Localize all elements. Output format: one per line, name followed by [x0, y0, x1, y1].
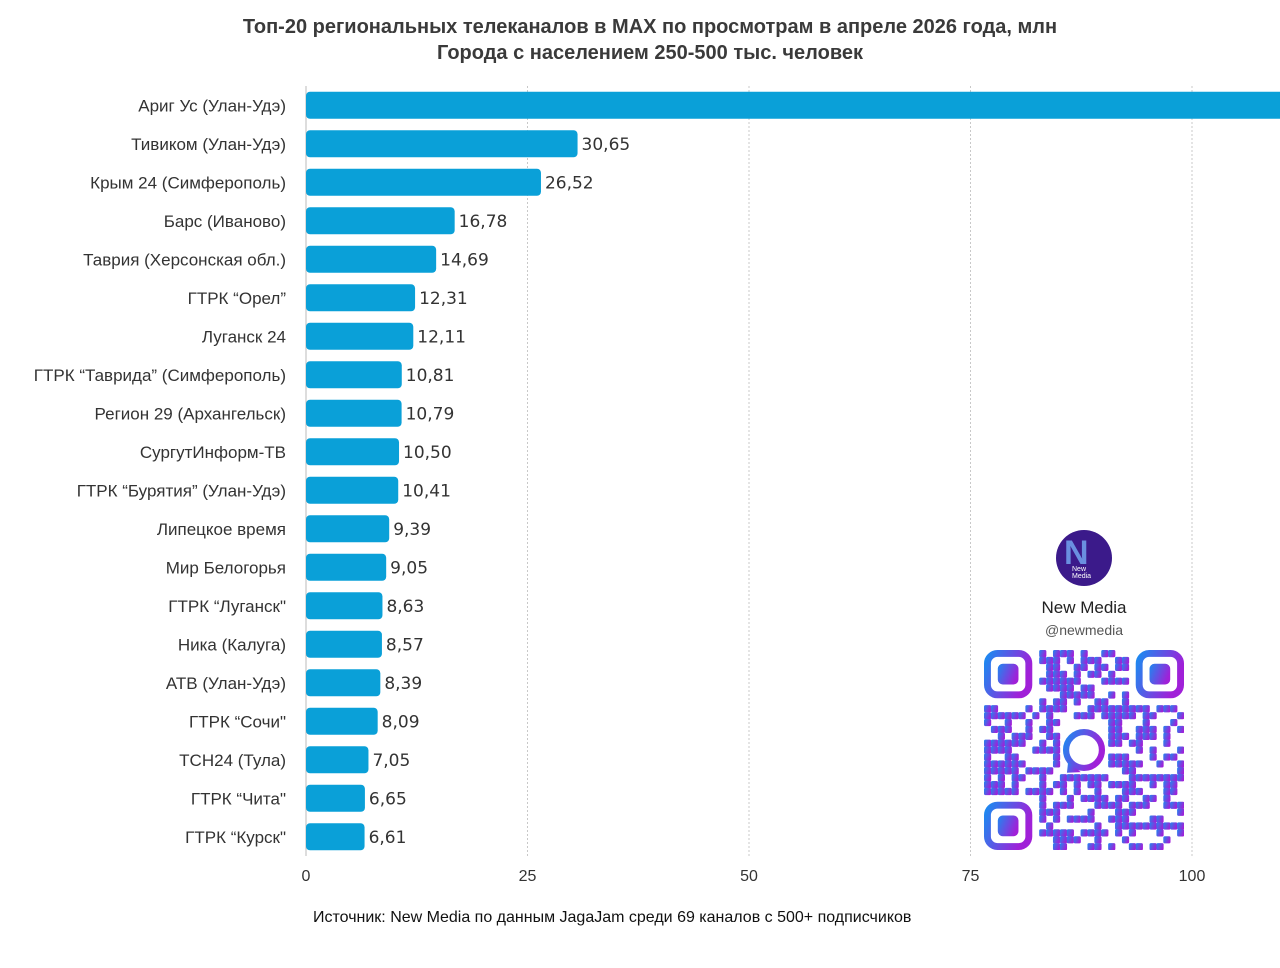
bar [306, 630, 382, 658]
data-label: 14,69 [440, 250, 489, 270]
category-label: Таврия (Херсонская обл.) [83, 250, 286, 269]
category-label: Мир Белогорья [166, 558, 286, 577]
bar [306, 322, 414, 350]
data-label: 6,65 [369, 789, 407, 809]
category-label: Барс (Иваново) [164, 212, 286, 231]
data-label: 12,11 [417, 327, 466, 347]
bar [306, 399, 402, 427]
category-label: ГТРК “Чита" [191, 789, 286, 808]
data-label: 8,09 [382, 712, 420, 732]
bar [306, 168, 541, 196]
bar [306, 130, 578, 158]
bar [306, 669, 381, 697]
new-media-logo-icon[interactable]: N New Media [1056, 530, 1112, 586]
category-label: ГТРК “Курск" [185, 828, 286, 847]
category-label: ГТРК “Сочи" [189, 712, 286, 731]
bar [306, 592, 383, 620]
data-label: 30,65 [582, 135, 631, 155]
category-label: Липецкое время [157, 520, 286, 539]
bar [306, 515, 390, 543]
qr-code-icon[interactable] [984, 650, 1184, 850]
category-label: ГТРК “Таврида” (Симферополь) [34, 366, 286, 385]
category-label: АТВ (Улан-Удэ) [166, 674, 286, 693]
bar [306, 784, 365, 812]
data-label: 7,05 [372, 751, 410, 771]
data-label: 8,57 [386, 635, 424, 655]
brand-handle[interactable]: @newmedia [1044, 622, 1124, 638]
data-label: 9,05 [390, 558, 428, 578]
category-label: Тивиком (Улан-Удэ) [131, 135, 286, 154]
category-label: ТСН24 (Тула) [179, 751, 286, 770]
data-label: 10,41 [402, 481, 451, 501]
data-label: 6,61 [369, 828, 407, 848]
bar [306, 245, 437, 273]
category-label: ГТРК “Бурятия” (Улан-Удэ) [77, 481, 286, 500]
bar [306, 207, 455, 235]
bar [306, 476, 399, 504]
category-label: Ника (Калуга) [178, 635, 286, 654]
data-label: 9,39 [393, 520, 431, 540]
brand-block: N New Media New Media @newmedia [984, 530, 1184, 638]
bar [306, 284, 416, 312]
bar [306, 91, 1280, 119]
bar [306, 361, 402, 389]
category-label: Ариг Ус (Улан-Удэ) [138, 96, 286, 115]
category-label: СургутИнформ-ТВ [140, 443, 286, 462]
bar [306, 438, 400, 466]
x-tick-label: 75 [962, 868, 980, 885]
x-tick-label: 0 [302, 868, 311, 885]
chart-title: Топ-20 региональных телеканалов в MAX по… [242, 16, 1058, 38]
category-label: Крым 24 (Симферополь) [90, 173, 286, 192]
x-tick-label: 25 [519, 868, 537, 885]
x-tick-label: 50 [740, 868, 758, 885]
source-note: Источник: New Media по данным JagaJam ср… [313, 909, 912, 926]
data-label: 12,31 [419, 289, 468, 309]
data-label: 8,63 [386, 597, 424, 617]
bar [306, 746, 369, 774]
data-label: 10,81 [406, 366, 455, 386]
brand-name: New Media [1041, 598, 1127, 617]
category-label: Регион 29 (Архангельск) [95, 404, 286, 423]
x-tick-label: 100 [1179, 868, 1206, 885]
data-label: 10,79 [406, 404, 455, 424]
bar [306, 553, 387, 581]
bar [306, 823, 365, 851]
category-label: ГТРК “Орел” [188, 289, 287, 308]
data-label: 8,39 [384, 674, 422, 694]
data-label: 26,52 [545, 173, 594, 193]
data-label: 10,50 [403, 443, 452, 463]
category-label: Луганск 24 [202, 327, 286, 346]
bar [306, 707, 378, 735]
data-label: 16,78 [459, 212, 508, 232]
chart-subtitle: Города с населением 250-500 тыс. человек [436, 42, 863, 64]
category-label: ГТРК “Луганск" [168, 597, 286, 616]
